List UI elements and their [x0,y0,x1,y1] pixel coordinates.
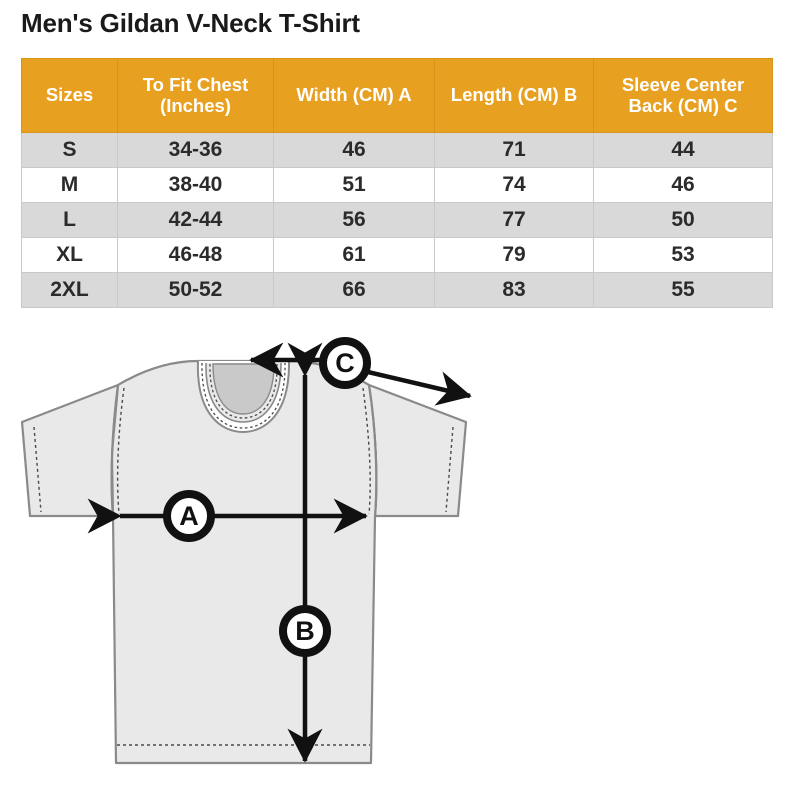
right-armhole-stitch [362,387,371,515]
column-header-width: Width (CM) A [273,58,435,133]
table-row: 2XL 50-52 66 83 55 [21,272,773,308]
column-header-length: Length (CM) B [434,58,594,133]
tshirt-measurement-diagram: A B C [0,330,520,791]
cell-chest: 38-40 [117,167,274,203]
collar-stitch-outer [201,362,286,429]
marker-b-circle [279,605,331,657]
size-table: Sizes To Fit Chest (Inches) Width (CM) A… [21,58,773,308]
cell-length: 83 [434,272,594,308]
right-sleeve [367,383,468,518]
measurement-a: A [87,490,368,542]
size-table-header: Sizes To Fit Chest (Inches) Width (CM) A… [21,58,773,133]
left-sleeve-cuff-stitch [33,426,42,513]
marker-c-label: C [335,348,355,378]
cell-width: 56 [273,202,435,238]
cell-sleeve: 53 [593,237,773,273]
measurement-c: C [249,337,472,406]
cell-length: 77 [434,202,594,238]
column-header-chest: To Fit Chest (Inches) [117,58,274,133]
column-header-sizes: Sizes [21,58,118,133]
marker-c-circle [319,337,371,389]
measurement-b: B [279,342,331,763]
left-armhole-stitch [116,387,125,515]
cell-sleeve: 46 [593,167,773,203]
marker-a-label: A [179,501,199,531]
cell-length: 79 [434,237,594,273]
cell-sleeve: 44 [593,132,773,168]
right-sleeve-cuff-stitch [445,426,454,513]
cell-size: M [21,167,118,203]
marker-b-label: B [295,616,315,646]
cell-size: S [21,132,118,168]
column-header-sleeve: Sleeve Center Back (CM) C [593,58,773,133]
table-row: M 38-40 51 74 46 [21,167,773,203]
tshirt-garment [20,359,468,765]
cell-size: XL [21,237,118,273]
cell-width: 46 [273,132,435,168]
table-row: L 42-44 56 77 50 [21,202,773,238]
cell-chest: 50-52 [117,272,274,308]
table-row: XL 46-48 61 79 53 [21,237,773,273]
cell-chest: 34-36 [117,132,274,168]
table-row: S 34-36 46 71 44 [21,132,773,168]
cell-length: 74 [434,167,594,203]
table-header-row: Sizes To Fit Chest (Inches) Width (CM) A… [21,58,773,133]
marker-a-circle [163,490,215,542]
page-title: Men's Gildan V-Neck T-Shirt [21,8,360,38]
size-table-body: S 34-36 46 71 44 M 38-40 51 74 46 L 42-4… [21,132,773,308]
right-armhole-seam [368,384,378,517]
cell-length: 71 [434,132,594,168]
cell-sleeve: 55 [593,272,773,308]
left-sleeve [20,383,120,518]
cell-size: L [21,202,118,238]
cell-width: 66 [273,272,435,308]
cell-sleeve: 50 [593,202,773,238]
cell-width: 51 [273,167,435,203]
cell-size: 2XL [21,272,118,308]
cell-width: 61 [273,237,435,273]
cell-chest: 42-44 [117,202,274,238]
cell-chest: 46-48 [117,237,274,273]
